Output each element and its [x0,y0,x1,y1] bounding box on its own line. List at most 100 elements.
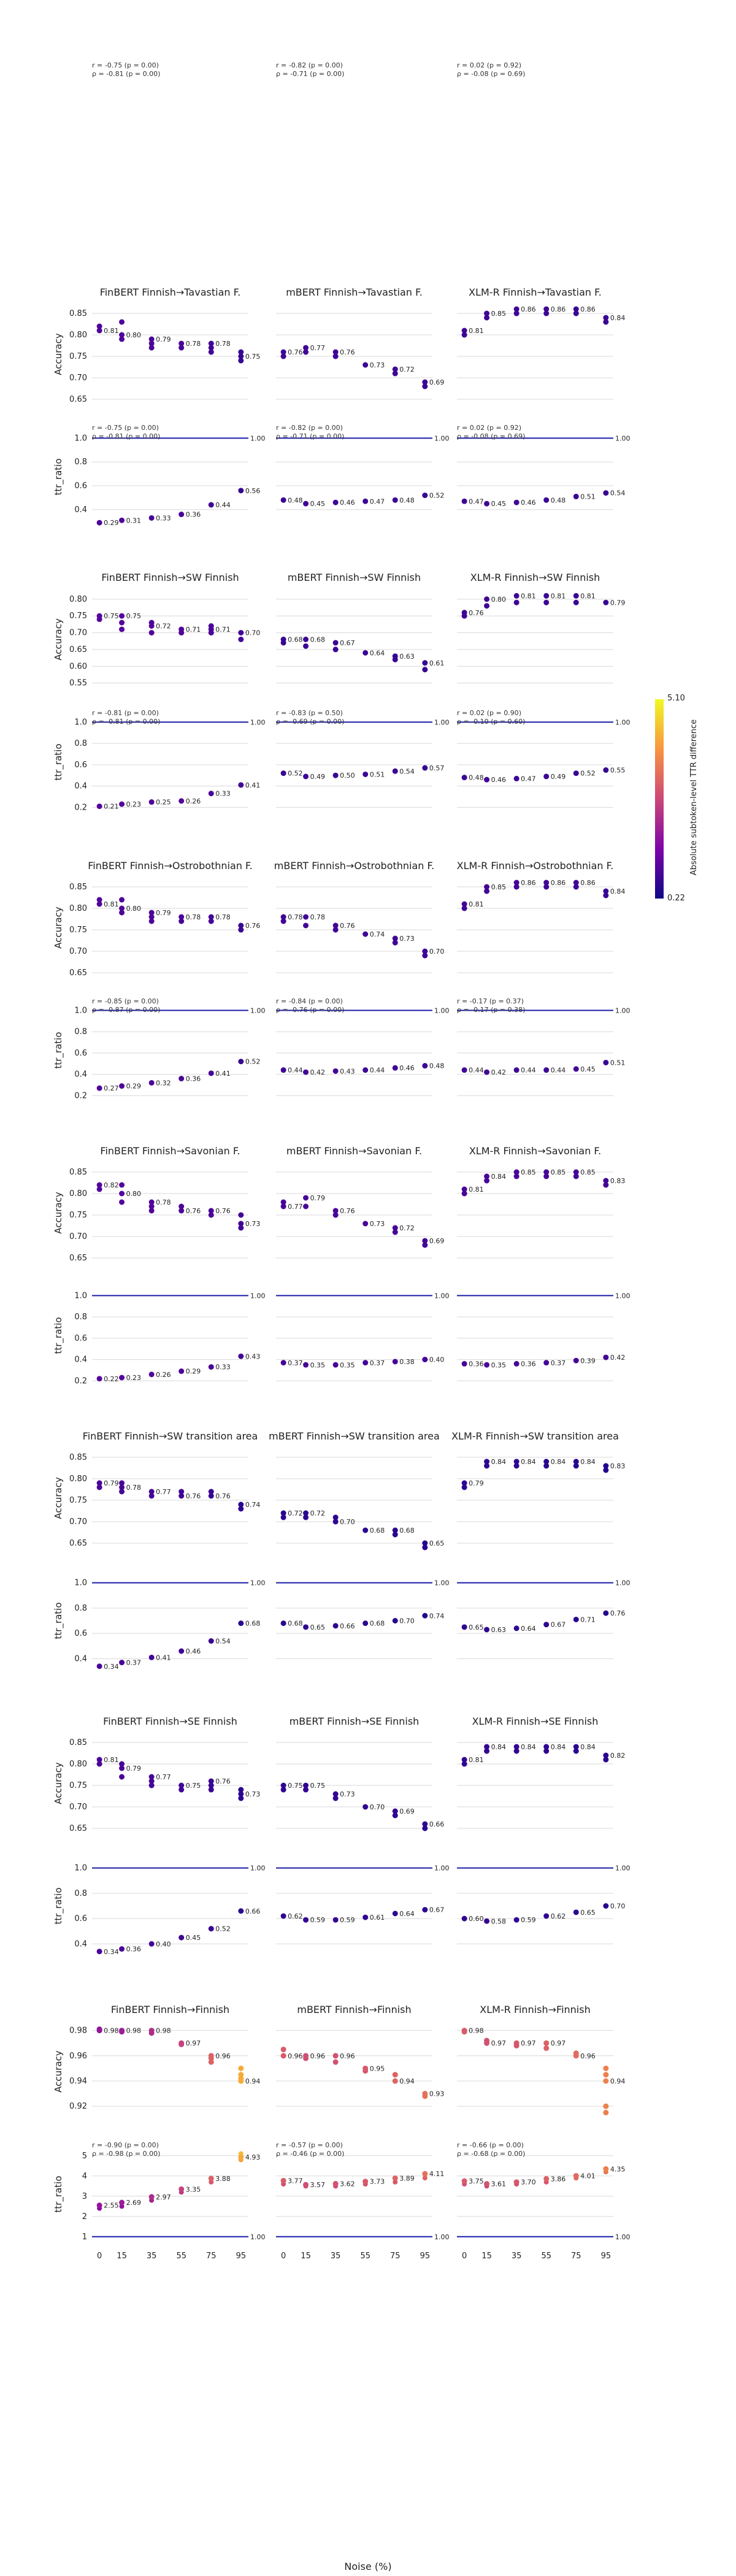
reference-label: 1.00 [434,1865,450,1873]
accuracy-point [238,1506,244,1512]
accuracy-data-label: 0.84 [551,1458,566,1466]
ttr-data-label: 4.11 [429,2170,445,2178]
accuracy-data-label: 0.65 [429,1539,445,1547]
ttr-data-label: 0.50 [340,772,355,780]
ttr-point [280,1360,286,1366]
accuracy-data-label: 0.72 [399,1224,415,1232]
y-tick-label: 0.8 [74,1313,87,1322]
ttr-data-label: 0.44 [215,501,231,509]
accuracy-data-label: 0.80 [126,331,142,339]
accuracy-point [332,1791,339,1797]
panel-title: mBERT Finnish→SW Finnish [288,572,421,583]
ttr-point [96,803,102,810]
accuracy-point [603,315,609,321]
ttr-point [573,494,579,500]
accuracy-point [603,2065,609,2071]
colorbar-bar [655,699,664,899]
accuracy-point [208,1212,214,1218]
ttr-data-label: 0.54 [399,767,415,775]
accuracy-point [238,1787,244,1793]
accuracy-point [543,1459,550,1465]
accuracy-data-label: 0.84 [551,1743,566,1751]
panel-5-2: XLM-R Finnish→SE Finnish 0.81 0.84 0.84 0.84… [457,1715,631,1944]
y-tick-label: 0.85 [69,1453,87,1462]
ttr-data-label: 0.44 [521,1067,536,1075]
ttr-point [119,1946,125,1952]
accuracy-data-label: 0.77 [288,1203,303,1211]
ttr-point [208,1926,214,1932]
ttr-point [280,1913,286,1919]
y-tick-label: 0.4 [74,1355,87,1365]
ttr-data-label: 0.29 [126,1083,142,1091]
accuracy-point [178,918,185,924]
accuracy-point [119,1182,125,1188]
ttr-data-label: 0.37 [288,1359,303,1367]
ttr-data-label: 0.40 [156,1940,171,1948]
ttr-point [208,1364,214,1370]
panel-title: FinBERT Finnish→SE Finnish [103,1715,237,1727]
accuracy-data-label: 0.97 [491,2039,507,2047]
accuracy-point [238,922,244,929]
ttr-data-label: 0.43 [245,1352,261,1360]
accuracy-data-label: 0.85 [580,1168,596,1176]
accuracy-point [543,1744,550,1750]
ttr-data-label: 0.42 [310,1068,325,1076]
accuracy-point [208,1787,214,1793]
accuracy-data-label: 0.61 [429,659,445,667]
ttr-point [148,1941,155,1947]
y-axis-label: ttr_ratio [53,1032,64,1068]
ttr-point [362,1067,369,1073]
ttr-data-label: 0.34 [104,1948,119,1956]
ttr-point [332,2180,339,2187]
y-tick-label: 0.6 [74,1629,87,1638]
accuracy-point [178,345,185,351]
y-axis-label: ttr_ratio [53,743,64,780]
accuracy-data-label: 0.83 [610,1177,626,1185]
accuracy-point [119,626,125,632]
corr-text: r = -0.84 (p = 0.00) [276,997,343,1005]
accuracy-data-label: 0.76 [215,1492,231,1500]
accuracy-point [280,1510,286,1516]
accuracy-point [513,1169,519,1175]
accuracy-point [238,1225,244,1231]
accuracy-point [148,1782,155,1788]
accuracy-data-label: 0.70 [429,948,445,956]
ttr-point [332,499,339,505]
y-tick-label: 0.85 [69,1168,87,1177]
y-tick-label: 0.4 [74,1654,87,1663]
ttr-point [422,1063,428,1069]
ttr-data-label: 0.62 [288,1912,303,1920]
y-axis-label: ttr_ratio [53,1317,64,1354]
accuracy-point [178,630,185,636]
accuracy-point [148,2030,155,2036]
accuracy-point [178,1782,185,1788]
accuracy-data-label: 0.98 [126,2027,142,2035]
corr-text: ρ = -0.68 (p = 0.00) [457,2150,525,2158]
y-tick-label: 0.98 [69,2026,87,2036]
ttr-data-label: 2.69 [126,2199,142,2207]
reference-label: 1.00 [250,1579,266,1587]
ttr-point [392,1359,398,1365]
panel-1-1: mBERT Finnish→SW Finnish 0.68 0.68 0.67 0.64… [276,572,450,808]
accuracy-point [148,1778,155,1784]
accuracy-point [332,1208,339,1214]
ttr-point [119,1374,125,1381]
y-tick-label: 1.0 [74,1579,87,1588]
accuracy-data-label: 0.86 [551,879,566,887]
ttr-data-label: 0.48 [551,496,566,504]
accuracy-point [119,1765,125,1771]
panel-0-0: FinBERT Finnish→Tavastian F. r = -0.75 (p… [53,61,266,527]
accuracy-point [332,927,339,933]
accuracy-point [422,1821,428,1827]
ttr-point [603,490,609,496]
accuracy-point [461,1757,467,1763]
corr-text: ρ = -0.76 (p = 0.00) [276,1006,344,1014]
accuracy-data-label: 0.72 [310,1509,325,1517]
accuracy-point [119,1774,125,1780]
x-tick-label: 95 [236,2252,247,2261]
corr-text: r = -0.17 (p = 0.37) [457,997,524,1005]
accuracy-data-label: 0.80 [126,905,142,913]
ttr-data-label: 0.51 [370,770,385,778]
accuracy-data-label: 0.81 [469,900,484,908]
ttr-point [96,2202,102,2209]
